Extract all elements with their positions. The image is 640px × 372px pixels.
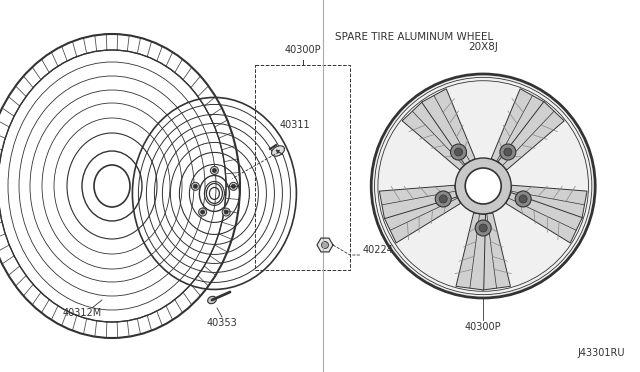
Polygon shape [509, 191, 584, 230]
Polygon shape [497, 96, 554, 166]
Circle shape [212, 169, 216, 173]
Ellipse shape [271, 146, 284, 156]
Polygon shape [498, 102, 564, 170]
Circle shape [201, 210, 205, 214]
Circle shape [371, 74, 595, 298]
Ellipse shape [207, 296, 216, 304]
Polygon shape [317, 238, 333, 252]
Polygon shape [506, 193, 582, 243]
Text: SPARE TIRE ALUMINUM WHEEL: SPARE TIRE ALUMINUM WHEEL [335, 32, 493, 42]
Circle shape [465, 168, 501, 204]
Circle shape [232, 185, 236, 188]
Circle shape [211, 166, 218, 174]
Polygon shape [412, 96, 470, 166]
Polygon shape [481, 213, 511, 290]
Circle shape [229, 182, 237, 190]
Circle shape [455, 158, 511, 214]
Circle shape [504, 148, 512, 156]
Circle shape [454, 148, 463, 156]
Circle shape [515, 191, 531, 207]
Circle shape [193, 185, 197, 188]
Circle shape [519, 195, 527, 203]
Polygon shape [402, 102, 468, 170]
Polygon shape [492, 89, 545, 164]
Text: 40224: 40224 [363, 245, 394, 255]
Circle shape [198, 208, 207, 216]
Text: 40312M: 40312M [62, 308, 102, 318]
Polygon shape [456, 213, 486, 290]
Circle shape [224, 210, 228, 214]
Text: 20X8J: 20X8J [468, 42, 498, 52]
Polygon shape [509, 185, 587, 219]
Text: 40353: 40353 [207, 318, 237, 328]
Circle shape [451, 144, 467, 160]
Circle shape [191, 182, 200, 190]
Circle shape [500, 144, 516, 160]
Text: 40311: 40311 [280, 120, 310, 130]
Polygon shape [470, 214, 497, 289]
Circle shape [222, 208, 230, 216]
Circle shape [439, 195, 447, 203]
Text: 40300P: 40300P [465, 322, 502, 332]
Text: 40300P: 40300P [284, 45, 321, 55]
Circle shape [435, 191, 451, 207]
Polygon shape [422, 89, 475, 164]
Polygon shape [384, 193, 461, 243]
Polygon shape [382, 191, 458, 230]
Circle shape [479, 224, 487, 232]
Text: J43301RU: J43301RU [577, 348, 625, 358]
Circle shape [475, 220, 492, 236]
Polygon shape [380, 185, 457, 219]
Circle shape [321, 241, 328, 248]
